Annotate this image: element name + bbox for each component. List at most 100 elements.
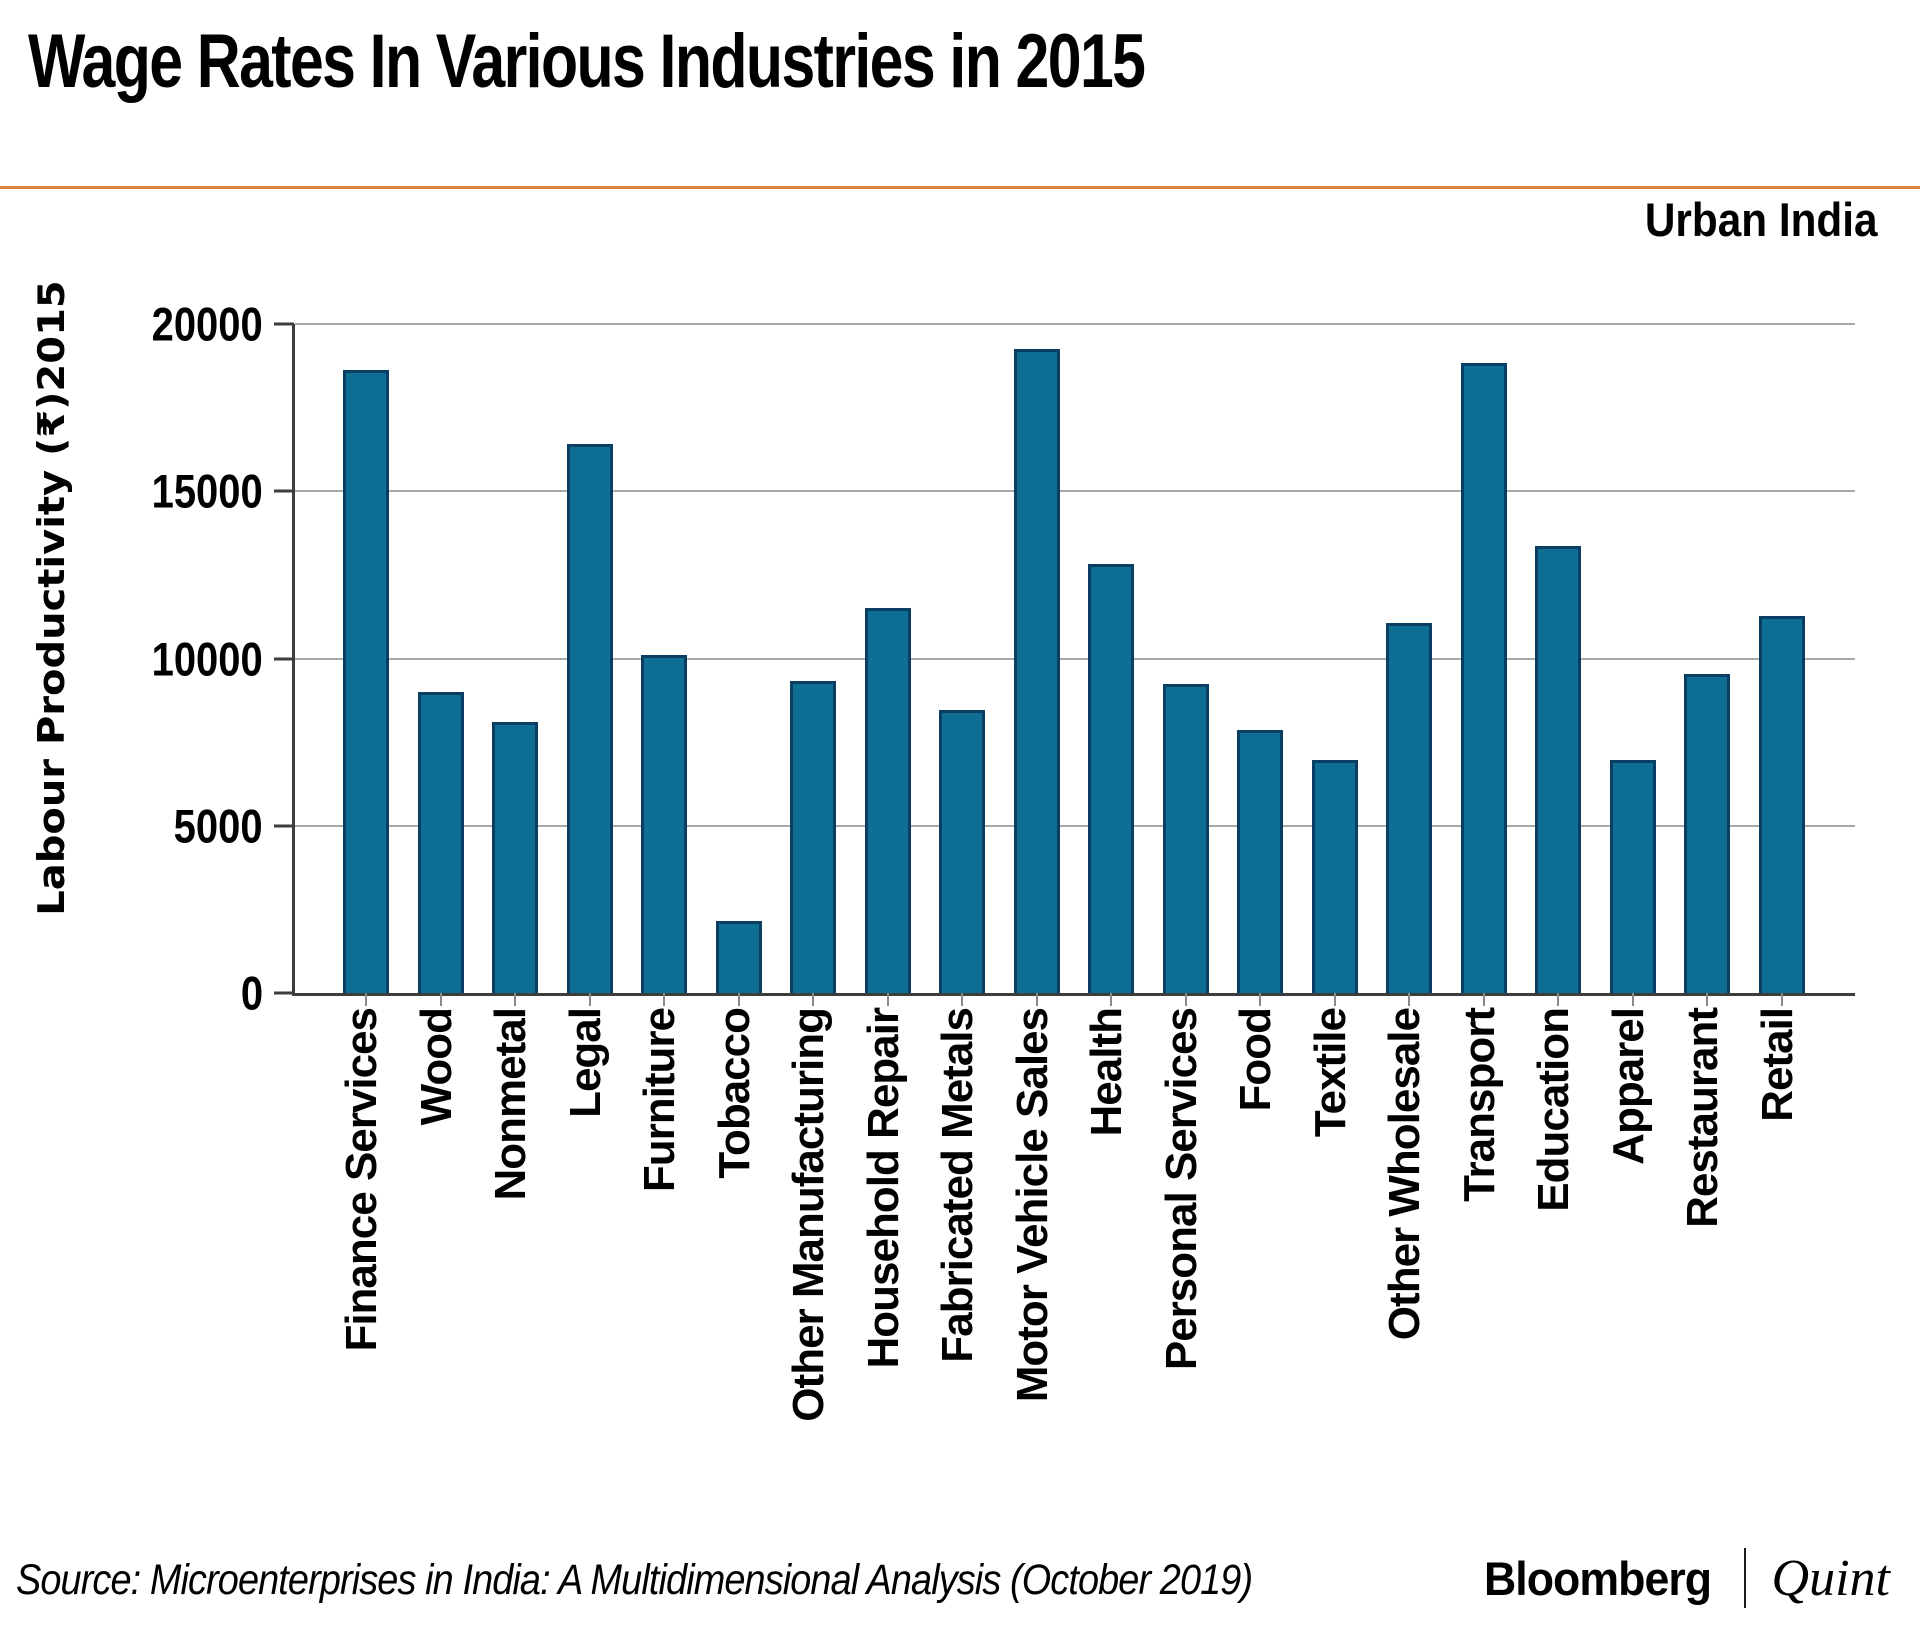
- x-label-slot: Personal Services: [1146, 1004, 1221, 1549]
- bar-slot: [1074, 324, 1149, 1006]
- bar-finance-services: [343, 370, 390, 993]
- x-label-legal: Legal: [560, 1008, 610, 1118]
- x-label-other-manufacturing: Other Manufacturing: [784, 1008, 834, 1422]
- bar-slot: [478, 324, 553, 1006]
- x-tick-mark: [1035, 993, 1038, 1006]
- bar-slot: [1670, 324, 1745, 1006]
- orange-divider-line: [0, 186, 1920, 189]
- chart-title: Wage Rates In Various Industries in 2015: [28, 19, 1146, 104]
- bar-motor-vehicle-sales: [1013, 349, 1060, 993]
- x-tick-mark: [663, 993, 666, 1006]
- x-label-nonmetal: Nonmetal: [486, 1008, 536, 1201]
- x-label-wood: Wood: [411, 1008, 461, 1126]
- bar-slot: [1521, 324, 1596, 1006]
- x-label-slot: Food: [1220, 1004, 1295, 1549]
- brand-separator: [1743, 1548, 1746, 1608]
- x-label-slot: Furniture: [624, 1004, 699, 1549]
- x-tick-mark: [812, 993, 815, 1006]
- x-label-slot: Transport: [1444, 1004, 1519, 1549]
- bar-household-repair: [864, 607, 911, 993]
- x-tick-mark: [1631, 993, 1634, 1006]
- x-tick-mark: [514, 993, 517, 1006]
- bar-slot: [553, 324, 628, 1006]
- bar-apparel: [1609, 760, 1656, 993]
- y-tick-label-15000: 15000: [151, 464, 263, 518]
- x-label-furniture: Furniture: [635, 1008, 685, 1193]
- source-credit: Source: Microenterprises in India: A Mul…: [16, 1556, 1253, 1604]
- x-label-slot: Tobacco: [699, 1004, 774, 1549]
- x-tick-mark: [737, 993, 740, 1006]
- bars-layer: [329, 324, 1820, 1006]
- x-label-food: Food: [1231, 1008, 1281, 1112]
- bar-slot: [1298, 324, 1373, 1006]
- x-tick-mark: [588, 993, 591, 1006]
- x-label-slot: Apparel: [1593, 1004, 1668, 1549]
- y-tick-label-20000: 20000: [151, 297, 263, 351]
- bar-other-manufacturing: [790, 680, 837, 993]
- x-label-slot: Nonmetal: [475, 1004, 550, 1549]
- x-tick-mark: [1482, 993, 1485, 1006]
- bar-slot: [925, 324, 1000, 1006]
- x-label-slot: Legal: [550, 1004, 625, 1549]
- x-label-personal-services: Personal Services: [1156, 1008, 1206, 1371]
- bar-tobacco: [715, 921, 762, 993]
- x-label-slot: Wood: [401, 1004, 476, 1549]
- x-label-slot: Health: [1071, 1004, 1146, 1549]
- x-label-fabricated-metals: Fabricated Metals: [933, 1008, 983, 1363]
- region-annotation: Urban India: [1645, 193, 1878, 246]
- x-label-transport: Transport: [1454, 1008, 1504, 1202]
- bar-slot: [1745, 324, 1820, 1006]
- bar-slot: [329, 324, 404, 1006]
- x-label-retail: Retail: [1752, 1008, 1802, 1122]
- bar-nonmetal: [492, 722, 539, 993]
- bar-education: [1535, 546, 1582, 993]
- gridline-10000: [295, 657, 1855, 660]
- bar-retail: [1758, 615, 1805, 993]
- bar-slot: [1596, 324, 1671, 1006]
- plot-area: 20000 15000 10000 5000 0: [152, 298, 1855, 1020]
- bloomberg-logo: Bloomberg: [1484, 1551, 1712, 1605]
- x-label-apparel: Apparel: [1603, 1008, 1653, 1165]
- bar-food: [1237, 730, 1284, 993]
- x-tick-mark: [1557, 993, 1560, 1006]
- x-label-slot: Finance Services: [326, 1004, 401, 1549]
- x-label-slot: Other Wholesale: [1369, 1004, 1444, 1549]
- x-label-textile: Textile: [1305, 1008, 1355, 1138]
- y-tick-mark-20000: [274, 322, 294, 326]
- x-tick-mark: [1706, 993, 1709, 1006]
- x-label-slot: Motor Vehicle Sales: [997, 1004, 1072, 1549]
- quint-logo: Quint: [1771, 1549, 1890, 1607]
- x-tick-mark: [886, 993, 889, 1006]
- x-label-motor-vehicle-sales: Motor Vehicle Sales: [1007, 1008, 1057, 1403]
- y-tick-mark-10000: [274, 657, 294, 660]
- x-label-household-repair: Household Repair: [858, 1008, 908, 1369]
- x-label-education: Education: [1529, 1008, 1579, 1212]
- bar-slot: [627, 324, 702, 1006]
- bar-wood: [417, 691, 464, 993]
- x-label-restaurant: Restaurant: [1678, 1008, 1728, 1228]
- bar-health: [1088, 564, 1135, 993]
- bar-slot: [1447, 324, 1522, 1006]
- x-tick-mark: [1184, 993, 1187, 1006]
- x-tick-mark: [1110, 993, 1113, 1006]
- y-axis-title: Labour Productivity (₹)2015: [30, 280, 74, 916]
- gridline-5000: [295, 824, 1855, 827]
- bar-slot: [776, 324, 851, 1006]
- x-label-finance-services: Finance Services: [337, 1008, 387, 1352]
- gridline-20000: [295, 323, 1855, 325]
- x-label-slot: Textile: [1295, 1004, 1370, 1549]
- x-tick-mark: [1408, 993, 1411, 1006]
- x-label-slot: Education: [1518, 1004, 1593, 1549]
- y-tick-label-0: 0: [240, 966, 263, 1020]
- y-tick-mark-0: [274, 991, 294, 995]
- x-label-health: Health: [1082, 1008, 1132, 1137]
- bar-furniture: [641, 654, 688, 993]
- x-label-slot: Retail: [1742, 1004, 1817, 1549]
- x-label-slot: Household Repair: [848, 1004, 923, 1549]
- bar-transport: [1460, 363, 1507, 993]
- x-label-slot: Other Manufacturing: [773, 1004, 848, 1549]
- x-axis-labels: Finance Services Wood Nonmetal Legal Furnitu…: [326, 1004, 1816, 1549]
- bar-restaurant: [1684, 674, 1731, 993]
- x-tick-mark: [439, 993, 442, 1006]
